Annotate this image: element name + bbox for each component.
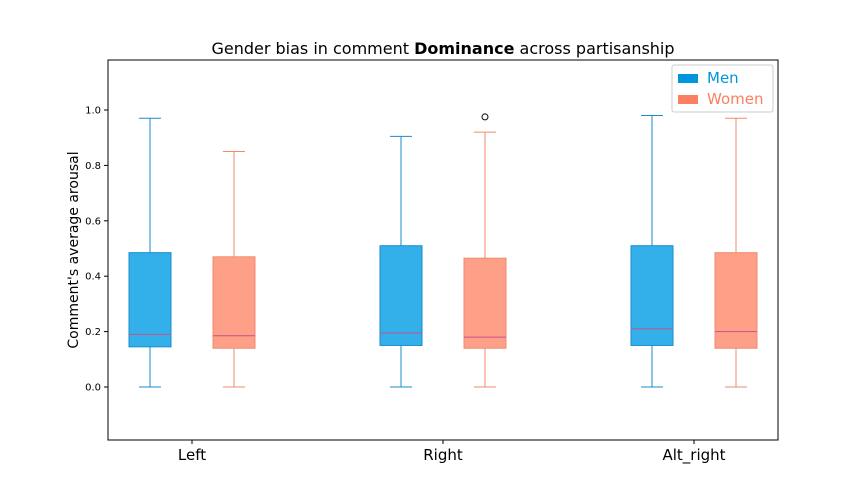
- y-tick-label: 0.6: [85, 216, 101, 227]
- plot-area: [107, 59, 779, 441]
- legend-label-men: Men: [707, 69, 739, 87]
- y-tick-label: 0.2: [85, 327, 101, 338]
- outlier-point: [481, 113, 489, 121]
- title-part-3: across partisanship: [514, 39, 674, 58]
- x-axis: Left Right Alt_right: [178, 440, 726, 465]
- x-tick-label: Alt_right: [662, 446, 725, 465]
- legend: Men Women: [671, 64, 774, 113]
- y-tick-label: 0.8: [85, 161, 101, 172]
- box-body: [630, 245, 674, 346]
- y-tick-label: 1.0: [85, 106, 101, 117]
- legend-swatch-men: [678, 74, 698, 83]
- box-men-alt_right: [630, 115, 674, 388]
- box-body: [463, 257, 507, 349]
- box-body: [714, 252, 758, 349]
- box-series: [128, 113, 758, 388]
- y-tick-label: 0.4: [85, 272, 101, 283]
- box-men-right: [379, 135, 423, 388]
- box-women-alt_right: [714, 117, 758, 388]
- x-tick-label: Right: [423, 446, 463, 464]
- box-body: [379, 245, 423, 346]
- box-body: [128, 252, 172, 348]
- legend-label-women: Women: [707, 90, 763, 108]
- y-axis-label: Comment's average arousal: [66, 151, 82, 348]
- box-women-right: [463, 113, 507, 388]
- x-tick-label: Left: [178, 446, 206, 464]
- y-tick-label: 0.0: [85, 383, 101, 394]
- title-part-bold: Dominance: [414, 39, 514, 58]
- title-part-1: Gender bias in comment: [211, 39, 414, 58]
- box-women-left: [212, 151, 256, 388]
- box-body: [212, 256, 256, 349]
- box-men-left: [128, 117, 172, 388]
- y-axis: 0.0 0.2 0.4 0.6 0.8 1.0: [85, 106, 108, 394]
- chart-title: Gender bias in comment Dominance across …: [211, 39, 674, 58]
- legend-swatch-women: [678, 95, 698, 104]
